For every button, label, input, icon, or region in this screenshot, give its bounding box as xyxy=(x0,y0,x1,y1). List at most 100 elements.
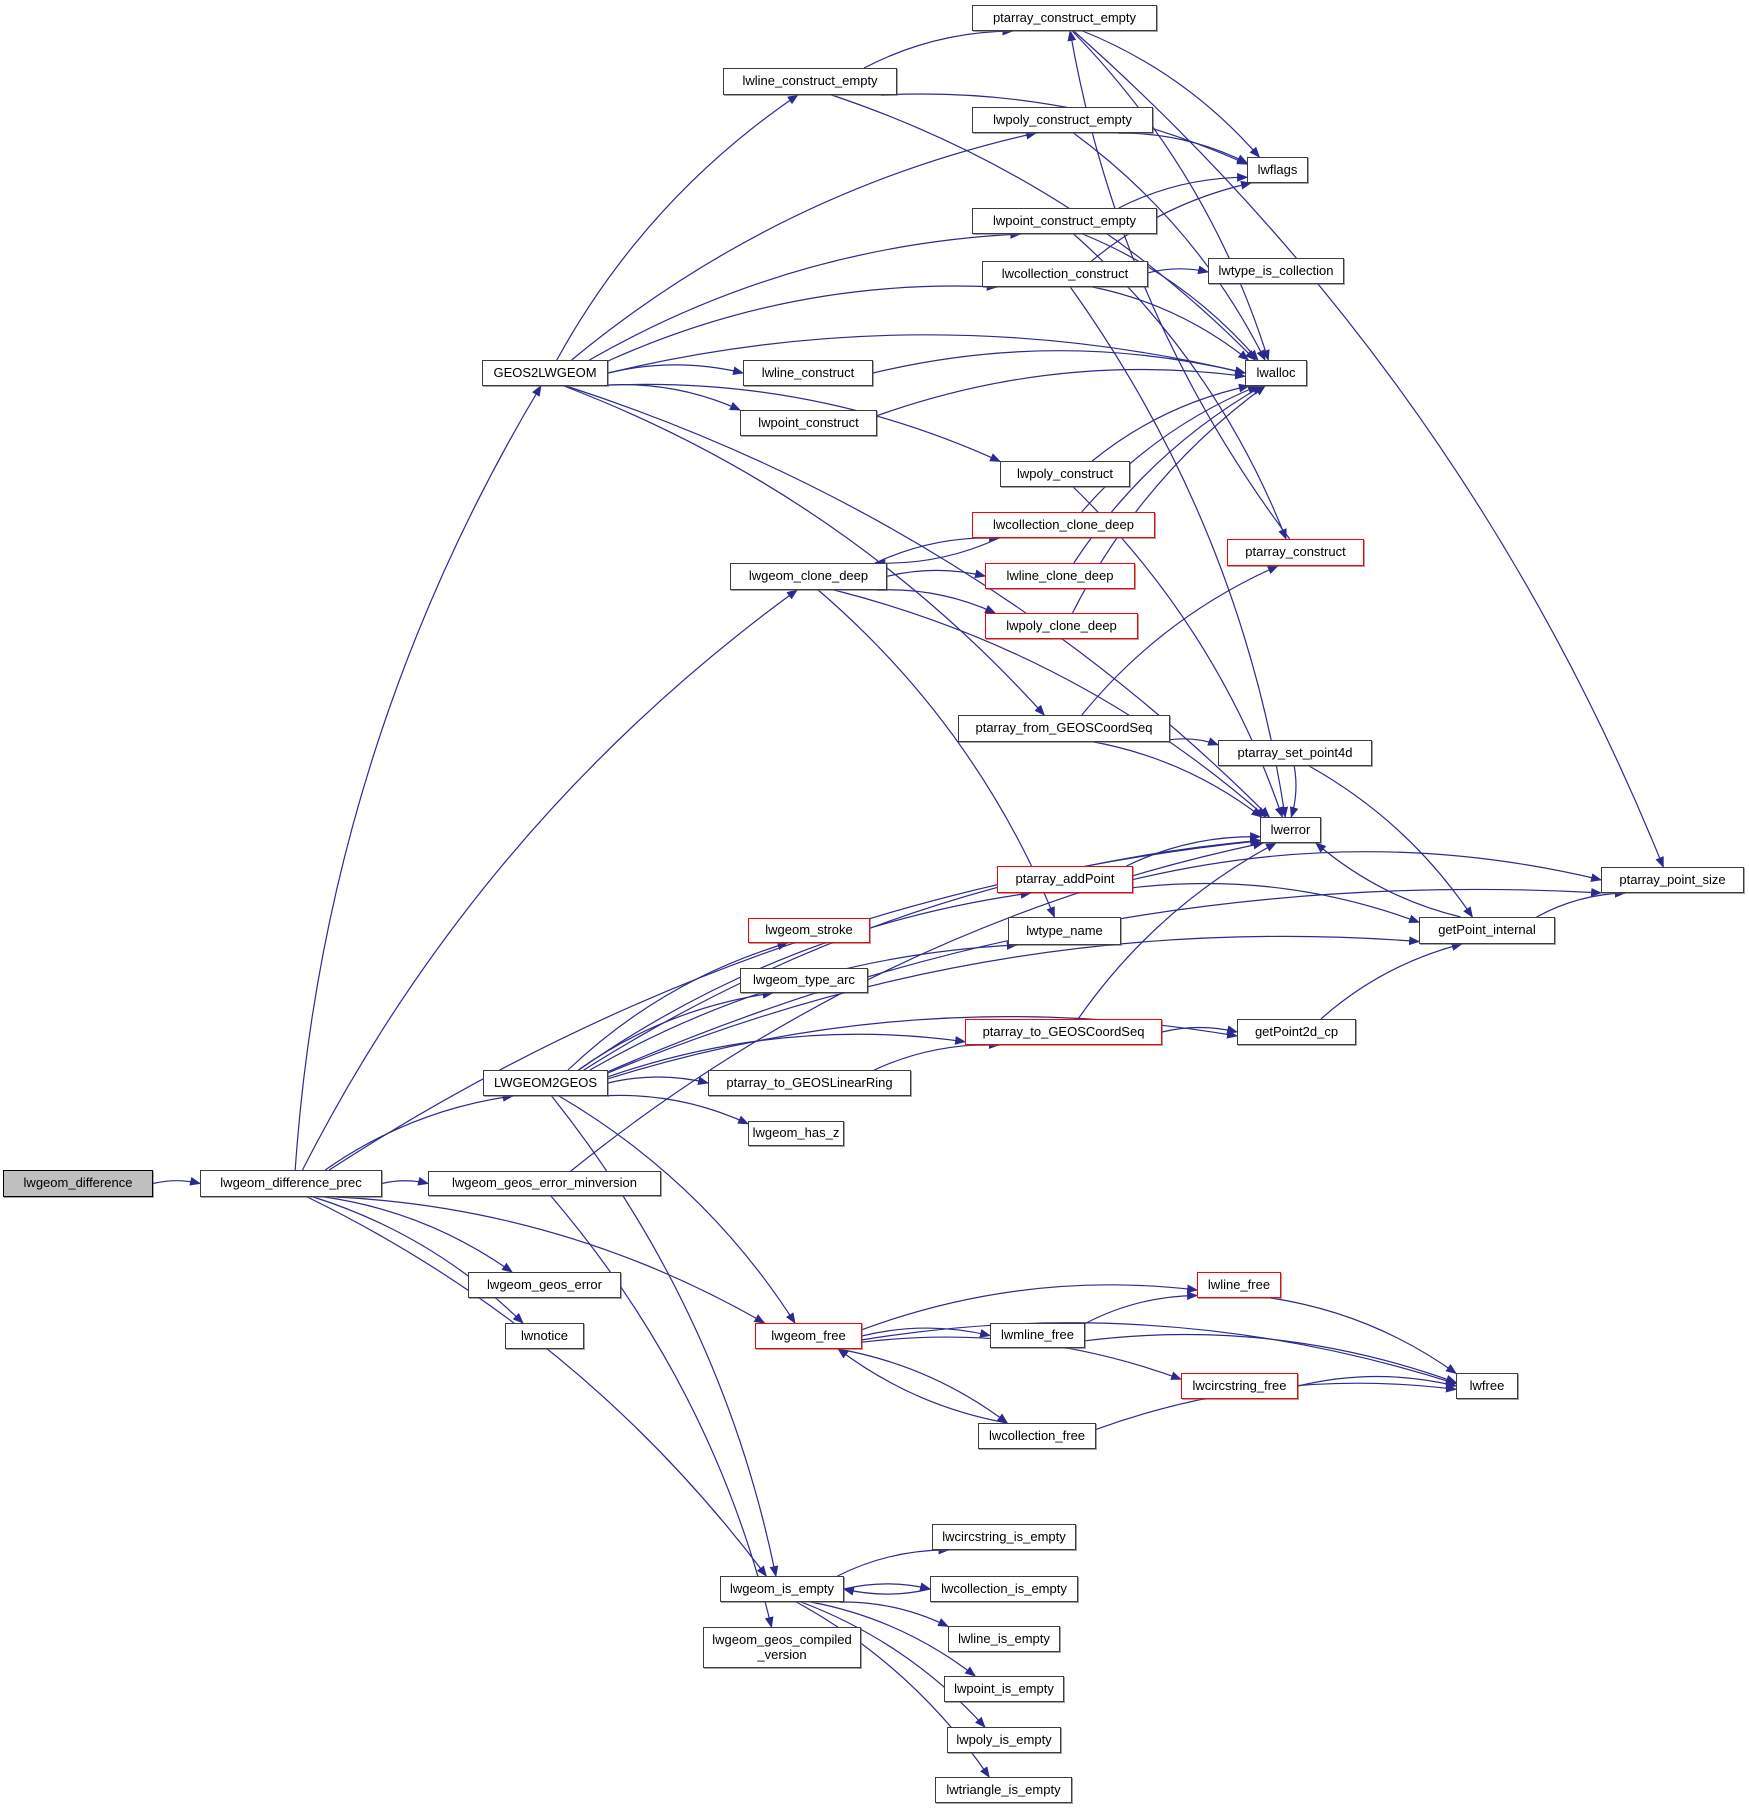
edge-getPoint_internal-lwerror xyxy=(1315,842,1461,918)
edge-lwgeom_geos_error_minversion-lwerror xyxy=(570,840,1265,1172)
edge-lwgeom_difference_prec-lwgeom_geos_error_minversion xyxy=(381,1176,430,1186)
edge-ptarray_from_GEOSCoordSeq-ptarray_set_point4d xyxy=(1169,737,1220,746)
edge-lwcollection_construct-lwflags xyxy=(1091,180,1252,262)
node-ptarray_point_size[interactable]: ptarray_point_size xyxy=(1601,867,1744,893)
edge-ptarray_addPoint-lwerror xyxy=(1126,832,1262,867)
edge-GEOS2LWGEOM-ptarray_from_GEOSCoordSeq xyxy=(563,385,1046,716)
edge-GEOS2LWGEOM-lwpoint_construct_empty xyxy=(589,230,1022,361)
edge-lwcollection_is_empty-lwgeom_is_empty xyxy=(842,1587,931,1596)
node-lwgeom_difference[interactable]: lwgeom_difference xyxy=(3,1170,153,1197)
edge-lwpoly_construct-lwalloc xyxy=(1091,383,1250,462)
edge-ptarray_to_GEOSCoordSeq-lwerror xyxy=(1077,842,1277,1020)
edge-lwline_construct_empty-lwalloc xyxy=(831,94,1256,361)
node-lwgeom_has_z[interactable]: lwgeom_has_z xyxy=(748,1121,844,1146)
node-lwpoly_construct_empty[interactable]: lwpoly_construct_empty xyxy=(972,107,1153,133)
edge-GEOS2LWGEOM-lwpoly_construct xyxy=(607,383,1002,462)
edge-GEOS2LWGEOM-lwpoint_construct xyxy=(607,384,742,411)
edge-ptarray_construct_empty-lwalloc xyxy=(1071,30,1270,362)
node-lwtriangle_is_empty[interactable]: lwtriangle_is_empty xyxy=(935,1777,1072,1803)
node-lwgeom_type_arc[interactable]: lwgeom_type_arc xyxy=(740,968,868,993)
node-lwalloc[interactable]: lwalloc xyxy=(1245,360,1307,386)
edge-lwgeom_is_empty-lwcircstring_is_empty xyxy=(837,1545,950,1577)
node-lwcollection_clone_deep[interactable]: lwcollection_clone_deep xyxy=(972,512,1155,538)
edge-lwcollection_free-lwgeom_free xyxy=(837,1348,1008,1424)
edge-lwgeom_difference_prec-lwnotice xyxy=(313,1196,524,1324)
node-lwline_is_empty[interactable]: lwline_is_empty xyxy=(948,1626,1060,1652)
node-lwpoint_is_empty[interactable]: lwpoint_is_empty xyxy=(944,1676,1064,1702)
edge-lwgeom_difference_prec-lwgeom_clone_deep xyxy=(301,589,798,1171)
edge-ptarray_construct_empty-lwflags xyxy=(1082,30,1261,158)
node-lwpoly_clone_deep[interactable]: lwpoly_clone_deep xyxy=(985,613,1138,639)
node-lwtype_name[interactable]: lwtype_name xyxy=(1008,917,1121,945)
node-lwcircstring_free[interactable]: lwcircstring_free xyxy=(1181,1373,1298,1399)
node-getPoint2d_cp[interactable]: getPoint2d_cp xyxy=(1237,1019,1356,1045)
edge-lwgeom_difference_prec-lwgeom_free xyxy=(336,1196,766,1324)
node-lwgeom_geos_error_minversion[interactable]: lwgeom_geos_error_minversion xyxy=(428,1171,661,1196)
edge-ptarray_addPoint-getPoint_internal xyxy=(1132,882,1421,923)
node-lwline_construct[interactable]: lwline_construct xyxy=(743,360,873,386)
edge-lwgeom_clone_deep-lwpoly_clone_deep xyxy=(877,589,997,614)
node-lwnotice[interactable]: lwnotice xyxy=(505,1323,584,1349)
edge-lwcircstring_free-lwfree xyxy=(1297,1375,1458,1388)
edge-LWGEOM2GEOS-lwgeom_stroke xyxy=(567,941,789,1071)
node-lwmline_free[interactable]: lwmline_free xyxy=(990,1323,1085,1348)
edge-lwgeom_clone_deep-lwcollection_clone_deep xyxy=(875,533,1001,564)
node-lwpoint_construct_empty[interactable]: lwpoint_construct_empty xyxy=(972,208,1157,234)
edge-ptarray_from_GEOSCoordSeq-lwerror xyxy=(1093,741,1263,818)
node-ptarray_addPoint[interactable]: ptarray_addPoint xyxy=(997,866,1133,893)
node-lwgeom_is_empty[interactable]: lwgeom_is_empty xyxy=(720,1576,844,1602)
edge-lwgeom_free-lwline_free xyxy=(861,1284,1199,1331)
edge-lwpoint_construct-lwalloc xyxy=(876,368,1247,417)
node-lwcollection_is_empty[interactable]: lwcollection_is_empty xyxy=(930,1576,1078,1602)
node-lwline_clone_deep[interactable]: lwline_clone_deep xyxy=(985,563,1135,589)
node-lwline_construct_empty[interactable]: lwline_construct_empty xyxy=(723,68,897,95)
edge-lwpoint_construct_empty-lwalloc xyxy=(1082,233,1259,361)
edge-ptarray_set_point4d-lwerror xyxy=(1289,765,1299,819)
node-lwerror[interactable]: lwerror xyxy=(1260,817,1321,843)
edge-ptarray_set_point4d-getPoint_internal xyxy=(1308,765,1474,918)
edge-lwgeom_difference-lwgeom_difference_prec xyxy=(152,1176,202,1186)
node-lwfree[interactable]: lwfree xyxy=(1456,1373,1518,1399)
edge-lwcollection_clone_deep-lwalloc xyxy=(1081,385,1259,513)
edge-lwgeom_is_empty-lwpoly_is_empty xyxy=(800,1601,986,1728)
edge-lwgeom_difference_prec-LWGEOM2GEOS xyxy=(324,1093,514,1171)
node-ptarray_construct[interactable]: ptarray_construct xyxy=(1227,539,1364,566)
node-lwgeom_difference_prec[interactable]: lwgeom_difference_prec xyxy=(200,1170,382,1197)
edge-lwpoly_construct_empty-lwalloc xyxy=(1073,132,1266,361)
node-lwgeom_free[interactable]: lwgeom_free xyxy=(755,1323,862,1349)
node-lwgeom_geos_compiled_version[interactable]: lwgeom_geos_compiled _version xyxy=(703,1627,861,1668)
edge-LWGEOM2GEOS-lwtype_name xyxy=(589,941,1018,1071)
edge-LWGEOM2GEOS-lwgeom_type_arc xyxy=(577,990,774,1071)
edge-lwmline_free-lwfree xyxy=(1084,1333,1458,1384)
node-lwtype_is_collection[interactable]: lwtype_is_collection xyxy=(1208,258,1344,284)
node-lwgeom_clone_deep[interactable]: lwgeom_clone_deep xyxy=(730,563,887,590)
node-ptarray_set_point4d[interactable]: ptarray_set_point4d xyxy=(1218,740,1372,766)
node-lwpoint_construct[interactable]: lwpoint_construct xyxy=(740,410,877,436)
edge-LWGEOM2GEOS-lwerror xyxy=(583,836,1262,1071)
node-LWGEOM2GEOS[interactable]: LWGEOM2GEOS xyxy=(483,1070,608,1096)
edge-lwgeom_clone_deep-lwerror xyxy=(834,589,1267,818)
node-ptarray_from_GEOSCoordSeq[interactable]: ptarray_from_GEOSCoordSeq xyxy=(958,715,1170,742)
node-lwgeom_stroke[interactable]: lwgeom_stroke xyxy=(748,918,870,943)
node-lwgeom_geos_error[interactable]: lwgeom_geos_error xyxy=(468,1272,621,1298)
edge-GEOS2LWGEOM-lwline_construct_empty xyxy=(556,94,799,361)
node-ptarray_to_GEOSCoordSeq[interactable]: ptarray_to_GEOSCoordSeq xyxy=(965,1019,1162,1045)
node-lwline_free[interactable]: lwline_free xyxy=(1197,1272,1281,1298)
edge-LWGEOM2GEOS-lwgeom_free xyxy=(558,1095,796,1324)
edge-lwpoly_construct_empty-lwflags xyxy=(1118,132,1248,164)
node-lwcircstring_is_empty[interactable]: lwcircstring_is_empty xyxy=(932,1524,1076,1550)
edge-lwline_construct-lwalloc xyxy=(872,350,1247,375)
node-lwpoly_construct[interactable]: lwpoly_construct xyxy=(1000,461,1130,487)
node-getPoint_internal[interactable]: getPoint_internal xyxy=(1419,917,1555,944)
edge-getPoint2d_cp-getPoint_internal xyxy=(1320,942,1463,1020)
node-GEOS2LWGEOM[interactable]: GEOS2LWGEOM xyxy=(482,360,608,386)
node-lwflags[interactable]: lwflags xyxy=(1247,157,1308,183)
node-ptarray_to_GEOSLinearRing[interactable]: ptarray_to_GEOSLinearRing xyxy=(708,1070,911,1096)
edge-lwgeom_free-lwmline_free xyxy=(861,1327,992,1338)
node-lwpoly_is_empty[interactable]: lwpoly_is_empty xyxy=(947,1727,1061,1753)
node-lwcollection_free[interactable]: lwcollection_free xyxy=(978,1423,1096,1449)
edge-lwgeom_is_empty-lwcollection_is_empty xyxy=(843,1582,932,1591)
node-ptarray_construct_empty[interactable]: ptarray_construct_empty xyxy=(972,5,1157,31)
node-lwcollection_construct[interactable]: lwcollection_construct xyxy=(982,261,1148,287)
